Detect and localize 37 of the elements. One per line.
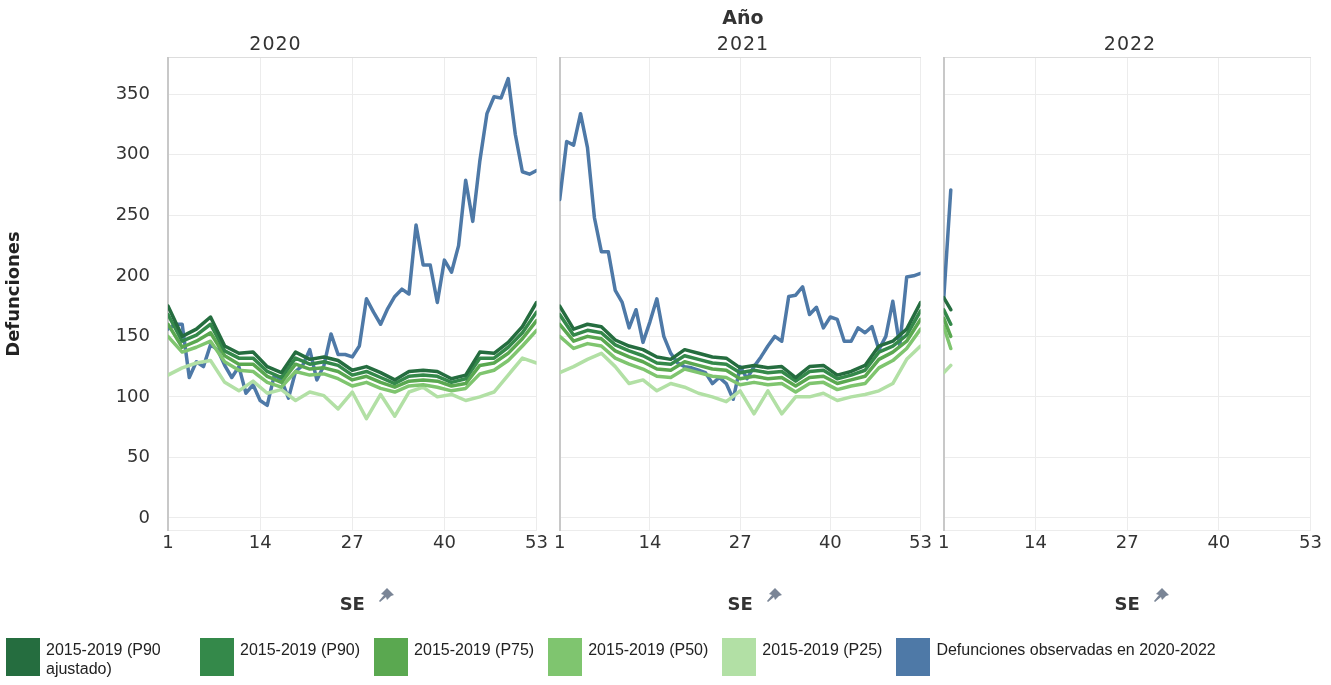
y-tick-label: 0 bbox=[138, 505, 150, 527]
x-tick-label: 40 bbox=[1207, 531, 1231, 553]
x-tick-label: 27 bbox=[728, 531, 752, 553]
x-axis-title: SE bbox=[727, 592, 753, 614]
x-tick-label: 27 bbox=[1115, 531, 1139, 553]
x-tick-label: 40 bbox=[432, 531, 456, 553]
y-axis-title: Defunciones bbox=[2, 231, 24, 357]
chart-subtitle: 2020 bbox=[248, 32, 303, 54]
chart-subtitle: 2021 bbox=[715, 32, 771, 54]
chart-subtitle: 2022 bbox=[1102, 32, 1158, 54]
legend-label: 2015-2019 (P50) bbox=[588, 640, 709, 659]
x-tick-label: 53 bbox=[525, 531, 548, 553]
x-tick-label: 27 bbox=[340, 531, 364, 553]
x-axis-title: SE bbox=[1114, 592, 1140, 614]
y-tick-label: 100 bbox=[115, 384, 150, 406]
legend-label: 2015-2019 (P90) bbox=[240, 640, 361, 659]
legend-label: 2015-2019 (P90 ajustado) bbox=[46, 640, 162, 678]
x-tick-label: 14 bbox=[1023, 531, 1047, 553]
x-tick-label: 1 bbox=[162, 531, 174, 553]
legend-label: 2015-2019 (P75) bbox=[414, 640, 535, 659]
legend-label: 2015-2019 (P25) bbox=[762, 640, 883, 659]
x-tick-label: 40 bbox=[818, 531, 842, 553]
y-tick-label: 300 bbox=[115, 142, 150, 164]
x-axis-title: SE bbox=[339, 592, 365, 614]
y-tick-label: 350 bbox=[115, 81, 150, 103]
y-tick-label: 50 bbox=[127, 445, 150, 467]
y-tick-label: 200 bbox=[115, 263, 150, 285]
x-tick-label: 1 bbox=[554, 531, 566, 553]
y-tick-label: 150 bbox=[115, 324, 150, 346]
x-tick-label: 1 bbox=[938, 531, 950, 553]
x-tick-label: 14 bbox=[638, 531, 662, 553]
x-tick-label: 53 bbox=[1299, 531, 1322, 553]
x-tick-label: 14 bbox=[248, 531, 272, 553]
x-tick-label: 53 bbox=[909, 531, 932, 553]
chart-title: Año bbox=[721, 6, 765, 28]
y-tick-label: 250 bbox=[115, 203, 150, 225]
legend-label: Defunciones observadas en 2020-2022 bbox=[936, 640, 1216, 659]
